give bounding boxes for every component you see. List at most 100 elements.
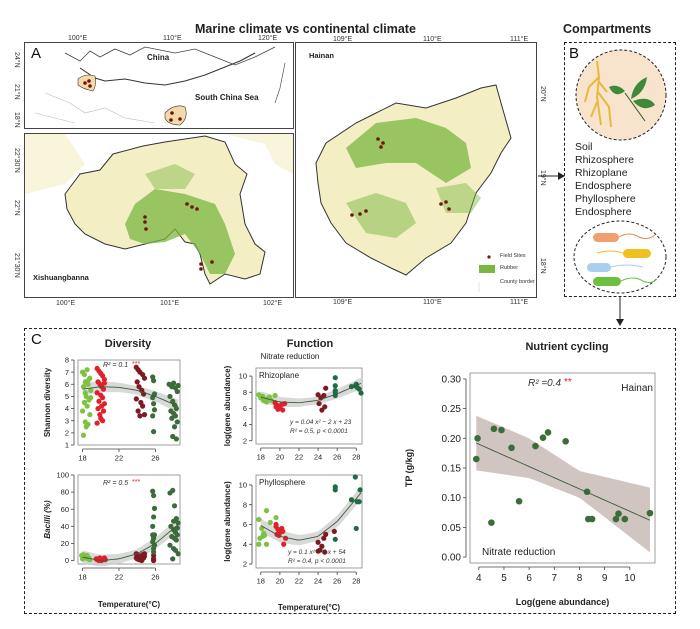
data-point: [280, 407, 286, 413]
data-point: [488, 519, 495, 526]
plot-title: Phyllosphere: [259, 478, 306, 487]
bacteria-illustration: [573, 220, 667, 294]
data-point: [515, 497, 523, 505]
fit-line: [260, 492, 362, 541]
r-squared-annotation: R² =0.4: [528, 378, 562, 389]
legend-field-sites-label: Field Sites: [500, 253, 526, 259]
x-axis-label: Temperature(°C): [98, 600, 161, 609]
data-point: [170, 556, 176, 562]
x-tick-label: 18: [78, 454, 86, 463]
data-point: [170, 433, 176, 440]
hainan-tick-bottom: 110°E: [423, 299, 442, 306]
chart-nutrient-cycling: Nutrient cycling 0.00 0.05 0.10 0.15 0.20 0.25…: [404, 341, 656, 607]
compartment-item: Soil: [575, 141, 593, 153]
field-site-marker: [87, 79, 91, 83]
fit-line: [82, 524, 179, 561]
x-tick-label: 18: [257, 577, 265, 586]
y-tick-label: 2: [243, 560, 247, 569]
y-tick-label: 8: [243, 500, 247, 509]
data-point: [256, 541, 262, 547]
fit-line: [260, 382, 362, 404]
data-point: [175, 520, 181, 526]
compartment-item: Endosphere: [575, 180, 632, 192]
border-line: [34, 112, 76, 124]
xish-tick-left: 22°30'N: [13, 148, 20, 173]
x-tick-label: 26: [151, 454, 159, 463]
arrow-to-panel-c: [616, 297, 624, 326]
chart-bacilli: 0 20 40 60 80 100 18 22 26 Bacilli (%) Temperature…: [43, 471, 181, 609]
data-point: [281, 541, 287, 547]
x-tick-label: 20: [276, 577, 284, 586]
data-point: [94, 390, 100, 396]
y-tick-label: 0.10: [442, 493, 462, 504]
hainan-region: [164, 105, 187, 126]
hainan-label: Hainan: [309, 51, 335, 60]
data-point: [151, 407, 158, 413]
y-tick-label: 60: [61, 505, 69, 514]
bacteria-circle: [573, 220, 667, 294]
data-point: [612, 515, 620, 523]
field-site-marker: [170, 111, 174, 115]
data-point: [136, 384, 142, 390]
data-point: [539, 434, 547, 442]
data-point: [135, 408, 141, 414]
data-point: [172, 413, 179, 419]
field-site-marker: [185, 202, 189, 206]
data-point: [150, 549, 157, 555]
x-tick-label: 28: [352, 577, 360, 586]
field-site-marker: [210, 260, 214, 264]
data-point: [319, 407, 325, 413]
data-point: [171, 518, 177, 524]
field-site-marker: [358, 212, 362, 216]
significance-stars: **: [564, 377, 572, 388]
data-point: [82, 390, 88, 396]
y-tick-label: 8: [243, 388, 247, 397]
data-point: [256, 516, 262, 523]
x-tick-label: 6: [526, 573, 532, 584]
data-point: [140, 403, 146, 409]
y-tick-label: 40: [61, 522, 69, 531]
data-point: [490, 425, 498, 433]
fit-equation: y = 0.04 x² − 2 x + 23: [289, 419, 352, 426]
x-tick-label: 26: [151, 573, 159, 582]
data-point: [260, 533, 266, 539]
data-point: [80, 432, 87, 438]
x-axis-label: Log(gene abundance): [516, 597, 610, 607]
flagellum: [618, 233, 656, 240]
data-point: [99, 403, 105, 409]
y-tick-label: 6: [65, 380, 69, 389]
data-point: [141, 551, 148, 557]
xish-tick-bottom: 101°E: [160, 300, 180, 307]
data-point: [150, 378, 157, 384]
bacterium-icon: [623, 249, 651, 258]
data-point: [280, 528, 286, 534]
x-tick-label: 22: [295, 453, 303, 462]
data-point: [171, 380, 177, 386]
overview-tick-top: 100°E: [68, 35, 88, 42]
data-point: [315, 539, 321, 545]
flagellum: [610, 264, 644, 268]
x-tick-label: 22: [115, 573, 123, 582]
xish-tick-left: 21°30'N: [13, 253, 20, 278]
y-tick-label: 10: [239, 481, 247, 490]
y-tick-label: 4: [65, 404, 69, 413]
hainan-tick-bottom: 109°E: [333, 299, 353, 306]
hainan-tick-right: 20°N: [539, 86, 546, 102]
field-site-marker: [381, 141, 385, 145]
y-tick-label: 8: [65, 356, 69, 365]
surrounding-land: [25, 134, 85, 194]
data-point: [150, 488, 156, 494]
data-point: [134, 379, 140, 385]
map-label-china: China: [147, 53, 170, 62]
hainan-map: Hainan Field Sites Rubber County border: [295, 42, 537, 298]
significance-stars: ***: [132, 479, 140, 486]
field-site-marker: [350, 213, 354, 217]
field-site-marker: [178, 117, 182, 121]
chart-subtitle: Nitrate reduction: [261, 352, 320, 361]
y-tick-label: 100: [56, 471, 69, 480]
compartments-list: Soil Rhizosphere Rhizoplane Endosphere P…: [575, 141, 636, 219]
data-point: [101, 376, 108, 383]
xish-tick-bottom: 102°E: [263, 300, 283, 307]
data-point: [331, 528, 337, 534]
